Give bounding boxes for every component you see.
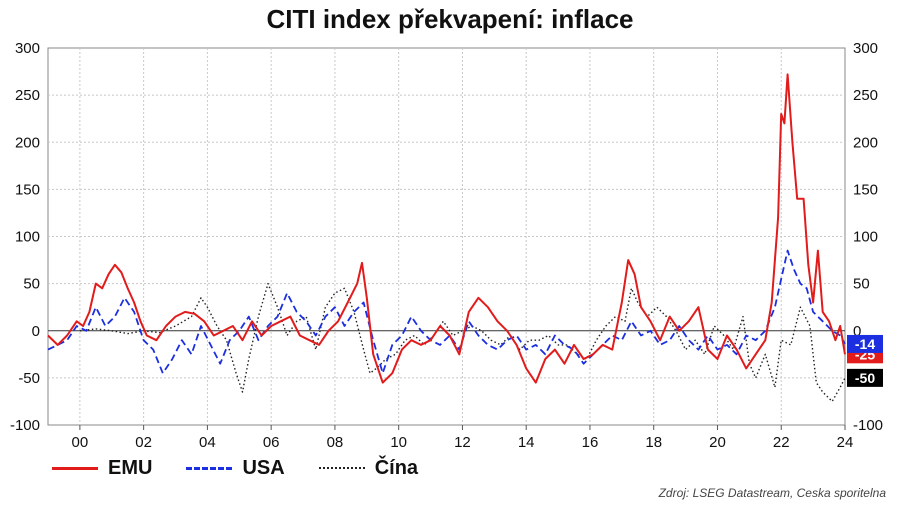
legend-swatch-cina — [318, 467, 365, 469]
series-line-emu — [47, 73, 846, 384]
y-tick-label-left: 50 — [23, 276, 40, 293]
x-tick-label: 20 — [709, 434, 726, 451]
legend-swatch-emu — [52, 466, 98, 470]
x-tick-label: 12 — [454, 434, 471, 451]
x-tick-label: 06 — [263, 434, 280, 451]
x-tick-label: 10 — [390, 434, 407, 451]
source-note: Zdroj: LSEG Datastream, Ceska sporitelna — [658, 486, 886, 500]
y-tick-label-right: 200 — [853, 134, 878, 151]
legend-item-emu: EMU — [52, 457, 152, 480]
series-line-na — [79, 282, 846, 403]
y-tick-label-right: 300 — [853, 40, 878, 57]
x-tick-label: 24 — [837, 434, 854, 451]
y-tick-label-left: 100 — [15, 229, 40, 246]
y-tick-label-left: -50 — [18, 370, 40, 387]
series-line-usa — [47, 249, 846, 375]
end-value-label: -50 — [855, 370, 875, 386]
x-tick-label: 08 — [327, 434, 344, 451]
legend-item-usa: USA — [186, 456, 285, 480]
y-tick-label-right: 0 — [853, 323, 861, 340]
end-value-box — [847, 334, 883, 353]
x-tick-label: 00 — [72, 434, 89, 451]
x-tick-label: 16 — [582, 434, 599, 451]
x-tick-label: 04 — [199, 434, 216, 451]
y-tick-label-left: -100 — [10, 417, 40, 434]
y-tick-label-left: 300 — [15, 40, 40, 57]
legend-label-emu: EMU — [108, 456, 153, 479]
x-tick-label: 18 — [645, 434, 662, 451]
legend-item-cina: Čína — [318, 456, 419, 480]
y-tick-label-right: 150 — [853, 181, 878, 198]
y-tick-label-left: 0 — [32, 323, 40, 340]
legend: EMU USA Čína — [52, 456, 452, 480]
y-tick-label-left: 150 — [15, 181, 40, 198]
legend-label-cina: Čína — [374, 456, 419, 479]
x-tick-label: 22 — [773, 434, 790, 451]
y-tick-label-right: 100 — [853, 229, 878, 246]
end-value-label: -14 — [855, 336, 875, 352]
x-tick-label: 02 — [135, 434, 152, 451]
x-tick-label: 14 — [518, 434, 535, 451]
legend-label-usa: USA — [242, 456, 285, 479]
legend-swatch-usa — [186, 466, 233, 470]
y-tick-label-left: 200 — [15, 134, 40, 151]
y-tick-label-left: 250 — [15, 87, 40, 104]
y-tick-label-right: -100 — [853, 417, 883, 434]
chart-title: CITI index překvapení: inflace — [266, 4, 634, 34]
y-tick-label-right: 250 — [853, 87, 878, 104]
end-value-box — [847, 368, 883, 387]
y-tick-label-right: 50 — [853, 276, 870, 293]
